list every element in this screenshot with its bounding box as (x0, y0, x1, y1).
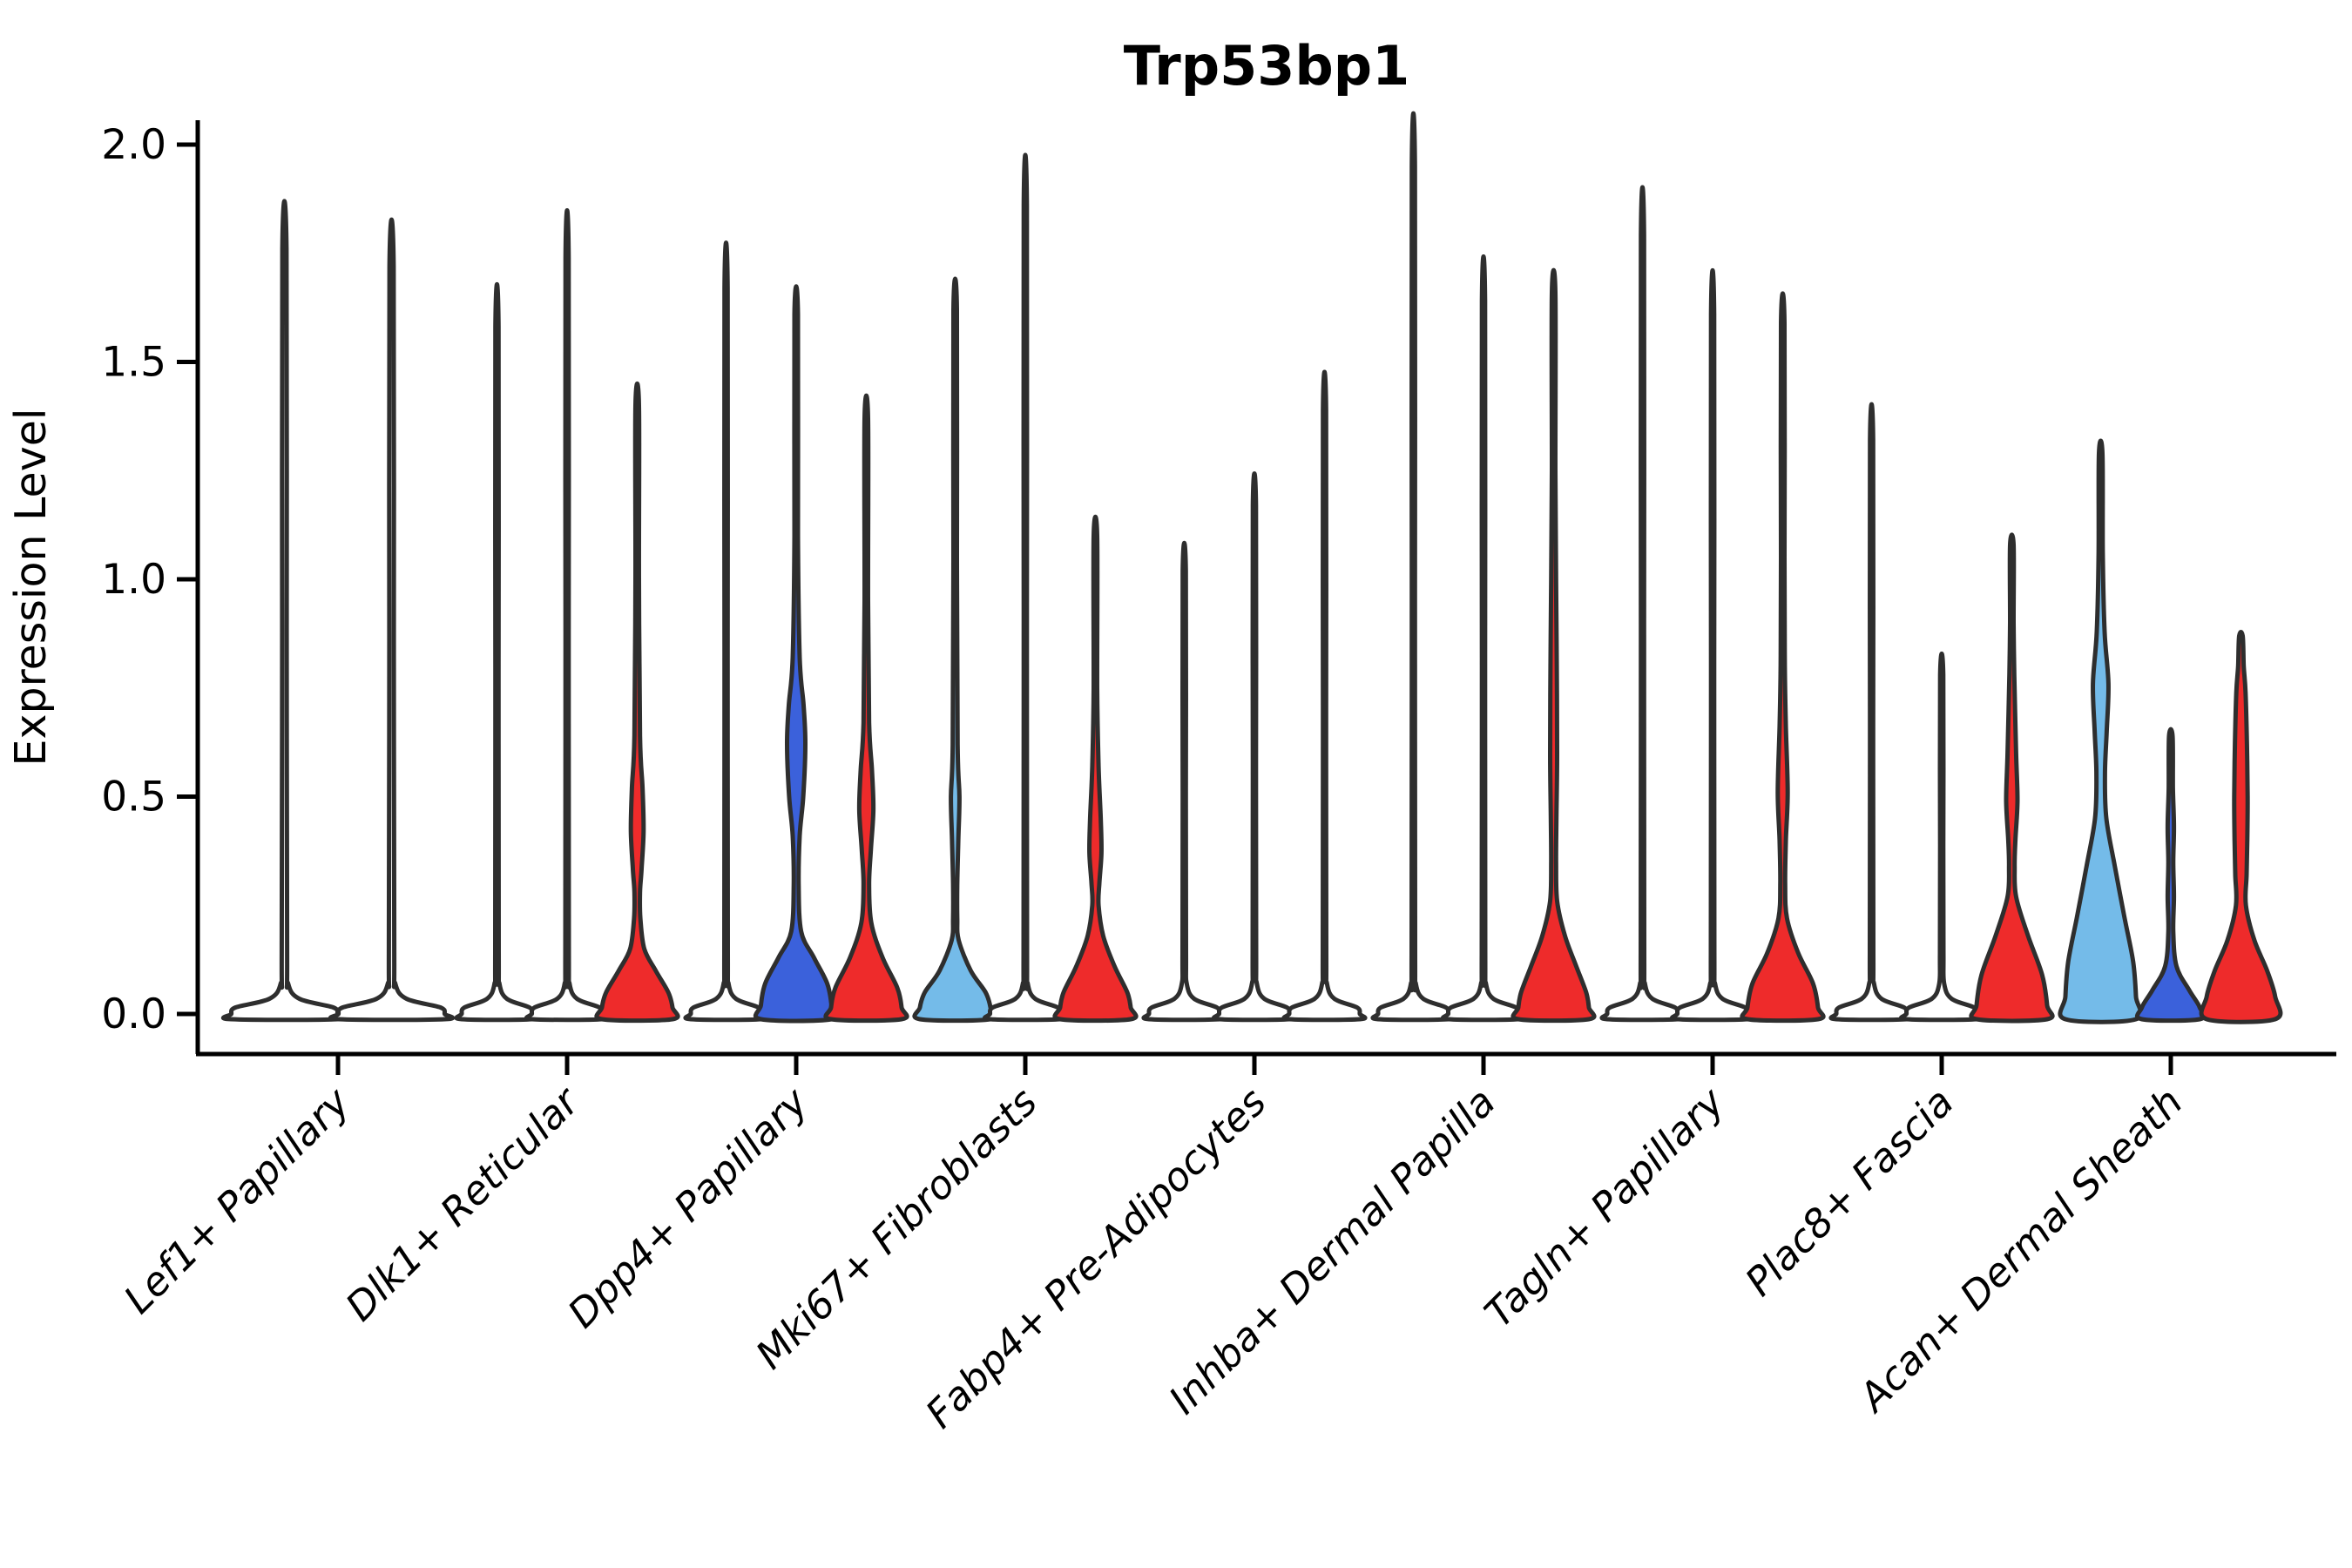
violin-6-2 (1740, 291, 1826, 1024)
x-tick-label-0: Lef1+ Papillary (115, 1078, 360, 1322)
violin-7-1 (1898, 652, 1985, 1023)
violin-5-1 (1440, 253, 1527, 1023)
violin-8-1 (2134, 727, 2207, 1024)
violin-5-0 (1370, 112, 1456, 1023)
violin-8-2 (2199, 629, 2283, 1024)
violin-4-2 (1281, 369, 1368, 1023)
x-tick-label-7: Plac8+ Fascia (1736, 1078, 1963, 1305)
violin-1-1 (524, 208, 611, 1023)
y-tick-label-1: 0.5 (101, 774, 166, 821)
x-tick-label-2: Dpp4+ Papillary (559, 1078, 818, 1336)
violin-1-2 (594, 382, 680, 1024)
violin-4-0 (1141, 540, 1227, 1023)
violin-3-0 (912, 276, 998, 1024)
violin-2-1 (753, 284, 840, 1024)
violin-1-0 (454, 281, 540, 1023)
violin-3-1 (982, 152, 1069, 1023)
violin-8-0 (2058, 438, 2144, 1024)
violin-6-1 (1669, 267, 1756, 1023)
violin-3-2 (1052, 514, 1139, 1024)
y-tick-label-4: 2.0 (101, 121, 166, 169)
violin-0-0 (220, 199, 348, 1023)
y-axis-label: Expression Level (6, 409, 56, 767)
x-tick-label-6: Tagln+ Papillary (1476, 1078, 1734, 1336)
violin-6-0 (1599, 185, 1686, 1023)
chart-title: Trp53bp1 (1124, 34, 1410, 98)
y-tick-label-2: 1.0 (101, 556, 166, 604)
x-tick-label-1: Dlk1+ Reticular (336, 1078, 589, 1330)
violin-2-2 (823, 393, 909, 1024)
violin-layer (220, 112, 2283, 1024)
violin-0-1 (328, 217, 456, 1023)
violin-4-1 (1211, 471, 1298, 1023)
violin-7-0 (1828, 402, 1915, 1023)
violin-5-2 (1511, 267, 1597, 1024)
y-tick-label-3: 1.5 (101, 339, 166, 387)
y-tick-label-0: 0.0 (101, 990, 166, 1038)
violin-2-0 (683, 240, 769, 1023)
violin-7-2 (1969, 532, 2055, 1024)
